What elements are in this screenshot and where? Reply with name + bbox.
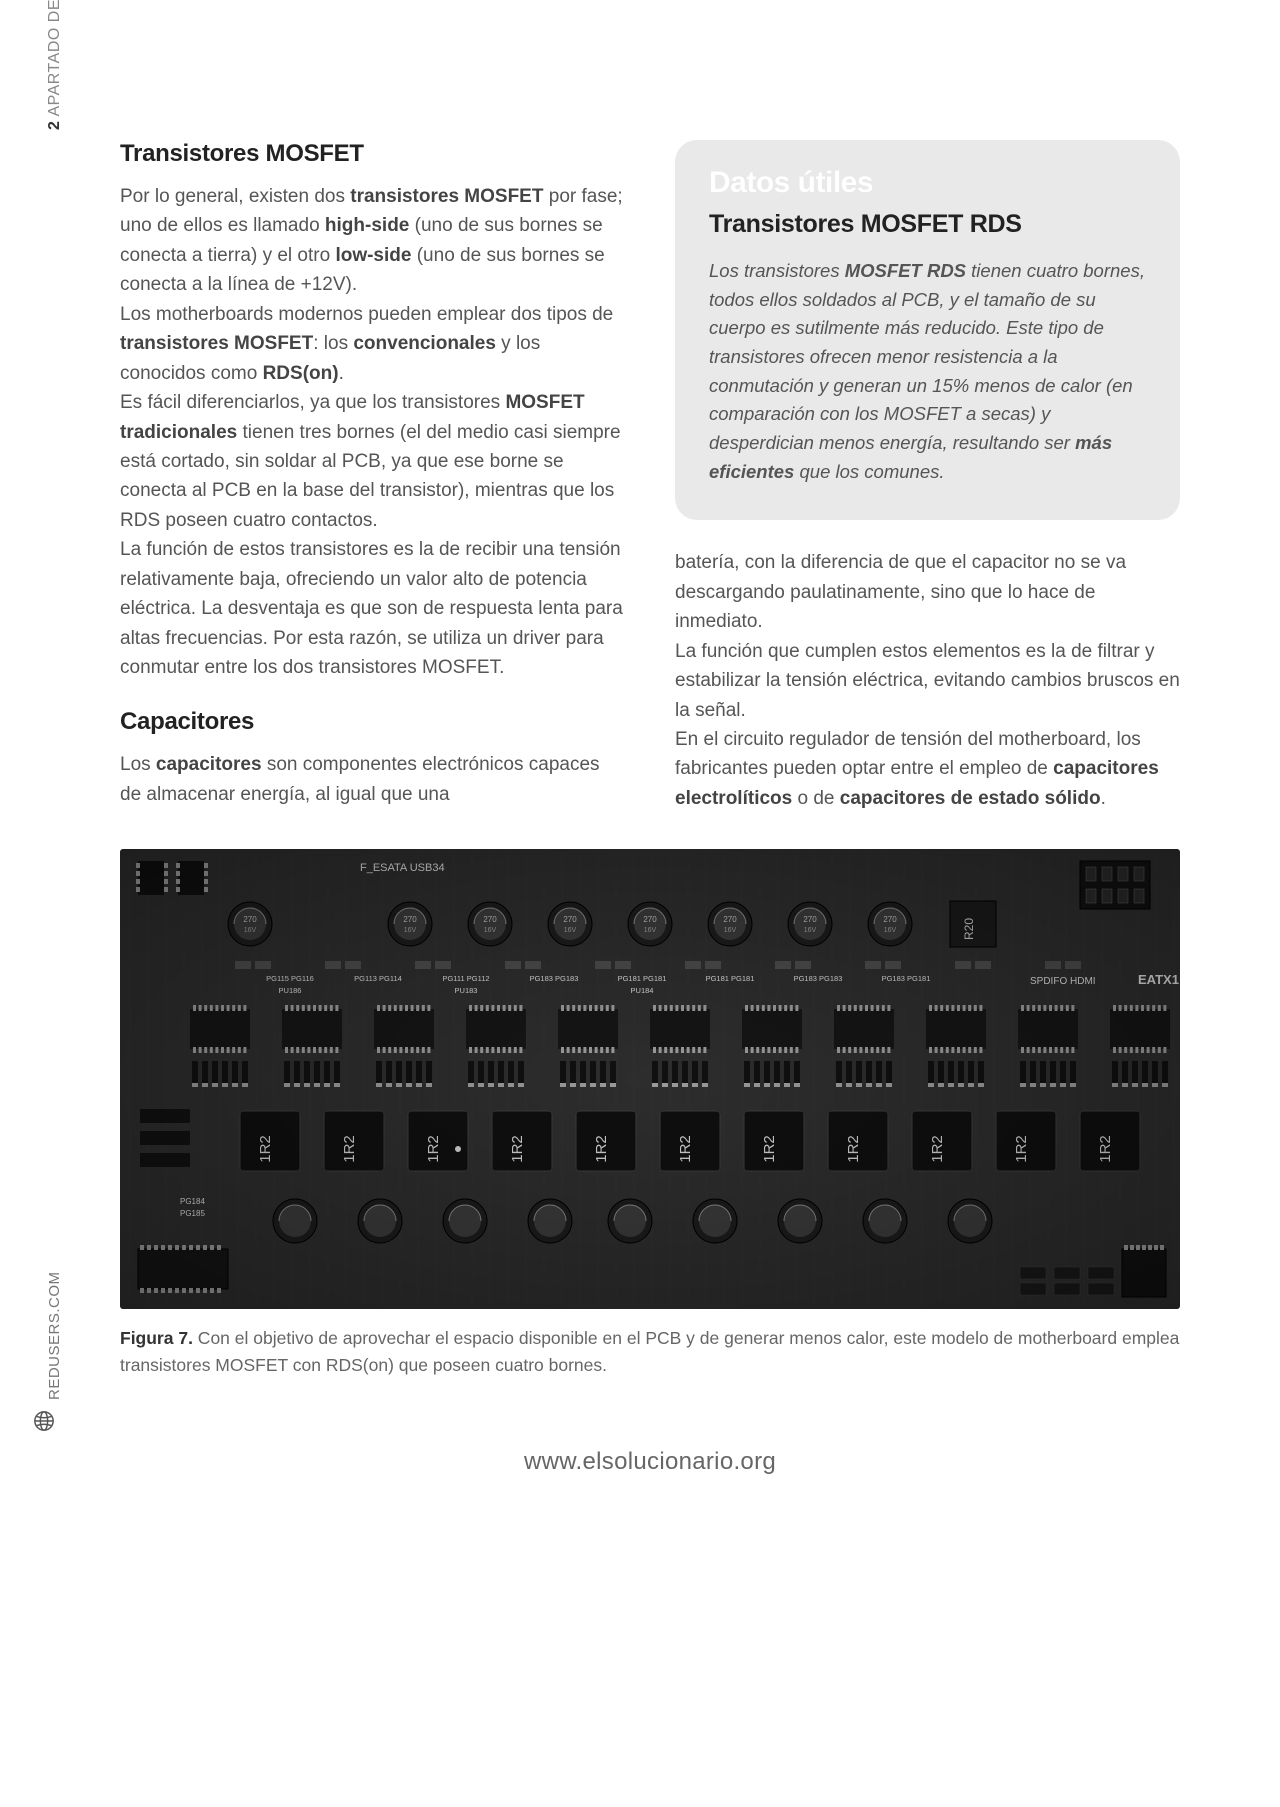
sidebar-text: Los transistores MOSFET RDS tienen cuatr… [709,257,1146,486]
sidebar-eyebrow: Datos útiles [709,166,1146,200]
chapter-title: APARTADO DE ENERGÍA [46,0,63,117]
site-rail: REDUSERS.COM [46,1271,63,1400]
body-text: batería, con la diferencia de que el cap… [675,548,1180,813]
figure-caption: Figura 7. Con el objetivo de aprovechar … [120,1325,1180,1378]
figure-label: Figura 7. [120,1328,193,1348]
body-text: Los capacitores son componentes electrón… [120,750,625,809]
globe-icon [33,1410,55,1432]
motherboard-image: F_ESATA USB3427016V27016V27016V27016V270… [120,849,1180,1309]
heading-capacitores: Capacitores [120,708,625,736]
sidebar-title: Transistores MOSFET RDS [709,210,1146,239]
chapter-number: 2 [46,121,63,130]
figure-7: F_ESATA USB3427016V27016V27016V27016V270… [120,849,1180,1378]
sidebar-box: Datos útiles Transistores MOSFET RDS Los… [675,140,1180,520]
chapter-rail: 2 APARTADO DE ENERGÍA 30 [46,0,64,130]
heading-mosfet: Transistores MOSFET [120,140,625,168]
body-text: Por lo general, existen dos transistores… [120,182,625,682]
footer-url: www.elsolucionario.org [120,1448,1180,1476]
